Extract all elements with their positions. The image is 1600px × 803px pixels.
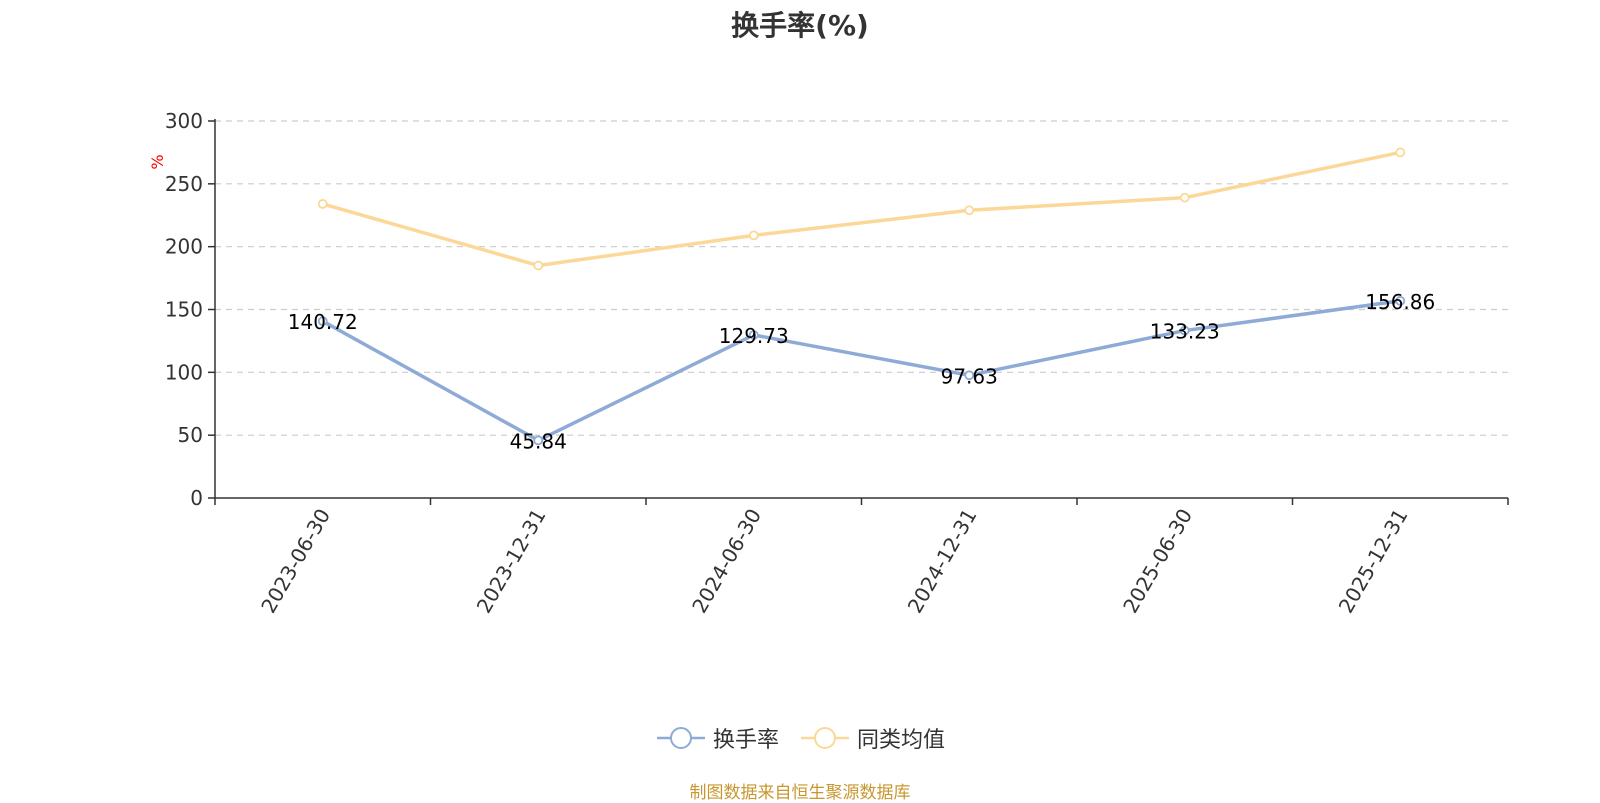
data-point xyxy=(748,230,759,241)
grid-lines xyxy=(215,120,1508,436)
y-tick-label: 100 xyxy=(165,360,203,384)
data-label: 97.63 xyxy=(941,364,998,388)
x-tick-label: 2023-12-31 xyxy=(472,505,551,618)
data-label: 45.84 xyxy=(510,429,567,453)
data-point xyxy=(1179,192,1190,203)
data-point xyxy=(1395,147,1406,158)
x-tick-label: 2024-12-31 xyxy=(903,505,982,618)
data-point xyxy=(1395,295,1406,306)
legend-item[interactable]: 换手率 xyxy=(655,722,779,754)
series-line-同类均值 xyxy=(322,150,1401,268)
y-tick-label: 250 xyxy=(165,172,203,196)
data-point xyxy=(317,316,328,327)
x-tick-label: 2025-12-31 xyxy=(1334,505,1413,618)
data-label: 129.73 xyxy=(719,324,789,348)
y-tick-label: 150 xyxy=(165,298,203,322)
legend-circle xyxy=(669,727,692,749)
data-label: 156.86 xyxy=(1365,290,1435,314)
series-layer xyxy=(317,147,1406,446)
data-point xyxy=(748,330,759,340)
legend-label: 同类均值 xyxy=(857,728,946,753)
y-axis-unit-label: % xyxy=(148,154,167,169)
legend: 换手率 同类均值 xyxy=(0,722,1600,754)
data-point xyxy=(533,435,544,446)
x-tick-label: 2024-06-30 xyxy=(687,505,766,618)
x-tick-label: 2023-06-30 xyxy=(256,505,335,618)
legend-marker-icon xyxy=(801,727,849,749)
source-note: 制图数据来自恒生聚源数据库 xyxy=(689,783,911,803)
x-tick-label: 2025-06-30 xyxy=(1118,505,1197,618)
data-label: 140.72 xyxy=(288,310,358,334)
axes: 0 50 100 150 200 250 300% 2023-06-30 2023-12-31 2… xyxy=(148,109,1509,618)
legend-marker-icon xyxy=(656,727,705,749)
chart-title: 换手率(%) xyxy=(731,9,869,42)
y-tick-label: 200 xyxy=(165,235,203,259)
y-tick-label: 300 xyxy=(165,109,203,133)
data-point xyxy=(964,370,975,381)
legend-circle xyxy=(814,727,836,749)
data-point xyxy=(533,260,544,271)
legend-item[interactable]: 同类均值 xyxy=(799,722,945,754)
y-tick-label: 0 xyxy=(190,486,203,510)
y-tick-label: 50 xyxy=(178,423,203,447)
data-labels: 140.72 45.84 129.73 97.63 133.23 156.86 xyxy=(288,290,1435,454)
series-line-换手率 xyxy=(321,299,1401,443)
legend-label: 换手率 xyxy=(712,728,779,753)
data-point xyxy=(964,205,975,216)
data-point xyxy=(1179,325,1190,336)
data-label: 133.23 xyxy=(1150,320,1220,344)
data-point xyxy=(317,199,328,209)
